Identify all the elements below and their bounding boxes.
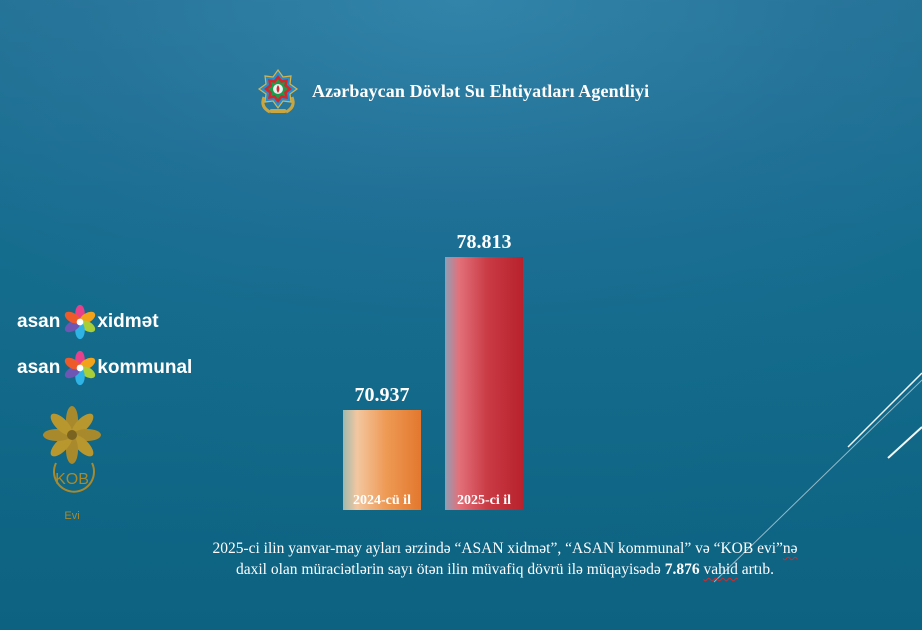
- caption-line-2-end: artıb.: [737, 561, 775, 578]
- bar-value-label: 78.813: [457, 231, 512, 253]
- caption-increase-value: 7.876: [664, 561, 700, 578]
- caption-line-1-tail: nə: [782, 540, 798, 557]
- asan-flower-icon: [65, 350, 96, 386]
- asan-xidmet-logo: asan xidmət: [17, 303, 159, 341]
- caption-text: 2025-ci ilin yanvar-may ayları ərzində “…: [120, 538, 890, 580]
- azerbaijan-state-emblem-icon: [257, 68, 299, 114]
- caption-unit-word: vahid: [703, 561, 738, 578]
- kob-mark: KOB: [55, 471, 89, 488]
- bar-2025-ci-il: [445, 257, 523, 510]
- asan-kommunal-left: asan: [17, 357, 61, 378]
- caption-line-1-text: 2025-ci ilin yanvar-may ayları ərzində “…: [212, 540, 783, 557]
- kob-evi-flower-icon: [43, 406, 101, 464]
- kob-evi-logo: KOB Evi: [43, 406, 101, 522]
- bars-layer: 70.937 2024-cü il 78.813 2025-ci il: [343, 231, 523, 510]
- caption-line-2-start: daxil olan müraciətlərin sayı ötən ilin …: [235, 561, 665, 578]
- bar-2024-cü-il: [343, 410, 421, 510]
- asan-kommunal-right: kommunal: [97, 357, 193, 378]
- bar-category-label: 2024-cü il: [353, 493, 411, 508]
- asan-kommunal-logo: asan kommunal: [17, 349, 192, 387]
- caption-line-2: daxil olan müraciətlərin sayı ötən ilin …: [120, 559, 890, 580]
- agency-title: Azərbaycan Dövlət Su Ehtiyatları Agentli…: [312, 80, 650, 101]
- bar-value-label: 70.937: [355, 384, 410, 406]
- asan-xidmet-right: xidmət: [97, 311, 159, 332]
- slide-header: Azərbaycan Dövlət Su Ehtiyatları Agentli…: [256, 66, 649, 116]
- asan-flower-icon: [65, 304, 96, 340]
- bar-category-label: 2025-ci il: [457, 493, 511, 508]
- kob-sub: Evi: [64, 510, 79, 522]
- asan-xidmet-left: asan: [17, 311, 61, 332]
- caption-line-1: 2025-ci ilin yanvar-may ayları ərzində “…: [120, 538, 890, 559]
